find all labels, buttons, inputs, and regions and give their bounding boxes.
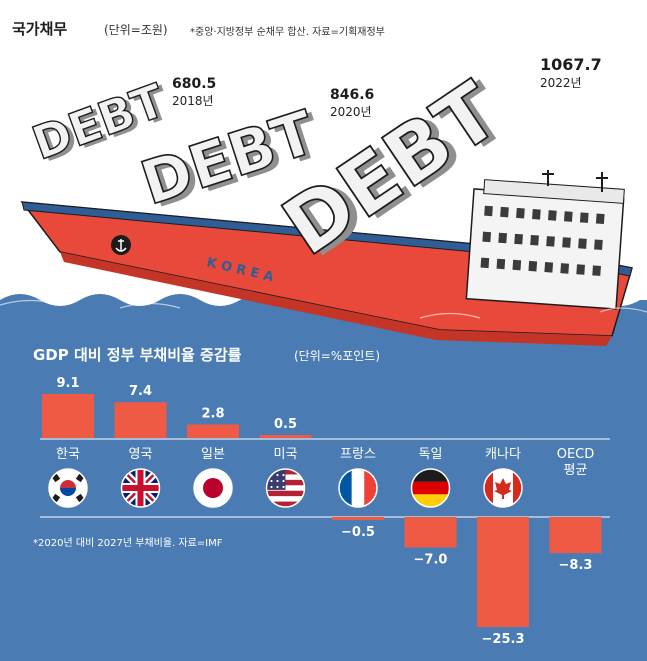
debt-chart-note: *중앙·지방정부 순채무 합산. 자료=기획재정부 bbox=[190, 27, 385, 38]
ratio-chart-unit: (단위=%포인트) bbox=[294, 349, 381, 363]
ratio-bar bbox=[332, 517, 384, 520]
anchor-icon bbox=[111, 235, 131, 255]
ratio-value-label: 0.5 bbox=[274, 417, 297, 432]
ship-illustration bbox=[20, 170, 633, 346]
ratio-value-label: 7.4 bbox=[129, 384, 152, 399]
debt-year-label: 2018년 bbox=[172, 94, 214, 108]
ratio-category-label: 영국 bbox=[129, 447, 153, 462]
debt-value-label: 680.5 bbox=[172, 76, 216, 92]
ratio-value-label: 9.1 bbox=[56, 376, 79, 391]
germany-flag-icon bbox=[410, 468, 451, 508]
korea-flag-icon bbox=[48, 468, 88, 508]
ship-cabin-windows bbox=[480, 205, 605, 276]
ratio-category-label: 한국 bbox=[56, 447, 80, 462]
wave-lines bbox=[0, 299, 647, 319]
ratio-chart-title: GDP 대비 정부 부채비율 증감률 bbox=[33, 346, 242, 364]
uk-flag-icon bbox=[120, 468, 161, 508]
ratio-bar bbox=[477, 517, 529, 627]
ship-mast bbox=[542, 170, 608, 192]
debt-chart-title: 국가채무 bbox=[12, 20, 68, 38]
debt-value-label: 1067.7 bbox=[540, 55, 602, 74]
ratio-value-label: 2.8 bbox=[201, 406, 224, 421]
ratio-bar bbox=[42, 394, 94, 438]
ratio-category-label: OECD bbox=[557, 447, 595, 462]
ratio-category-label: 미국 bbox=[274, 447, 298, 462]
ratio-category-label: 독일 bbox=[419, 447, 443, 462]
canada-flag-icon bbox=[483, 468, 523, 508]
japan-flag-icon bbox=[193, 468, 233, 508]
ratio-category-label: 평균 bbox=[564, 463, 588, 478]
ratio-category-label: 일본 bbox=[201, 447, 225, 462]
ratio-chart: 9.1 한국 7.4 영국 2.8 일본 0.5 미국 −0.5 프랑스 −7.0 독일 −25.3 캐나… bbox=[40, 376, 610, 647]
usa-flag-icon bbox=[265, 468, 306, 508]
ratio-bar bbox=[404, 517, 457, 548]
ratio-value-label: −8.3 bbox=[559, 558, 593, 573]
debt-value-label: 846.6 bbox=[330, 87, 374, 103]
ratio-chart-source: *2020년 대비 2027년 부채비율. 자료=IMF bbox=[33, 538, 223, 549]
ratio-value-label: −7.0 bbox=[414, 552, 448, 567]
ratio-category-label: 캐나다 bbox=[485, 447, 521, 462]
ratio-value-label: −25.3 bbox=[482, 632, 525, 647]
ratio-bar bbox=[549, 517, 602, 554]
debt-chart-unit: (단위=조원) bbox=[104, 23, 168, 37]
debt-year-label: 2022년 bbox=[540, 76, 582, 90]
ratio-value-label: −0.5 bbox=[341, 525, 375, 540]
ratio-category-label: 프랑스 bbox=[340, 447, 376, 462]
france-flag-icon bbox=[338, 468, 378, 508]
ship-cabin-roof bbox=[483, 179, 625, 204]
debt-year-label: 2020년 bbox=[330, 105, 372, 119]
ship-hull-shadow bbox=[60, 252, 612, 346]
debt-chart-labels: 680.5 2018년 846.6 2020년 1067.7 2022년 bbox=[172, 55, 602, 119]
ratio-bar bbox=[114, 402, 167, 438]
ratio-bar bbox=[259, 435, 312, 438]
ratio-bar bbox=[187, 424, 239, 438]
